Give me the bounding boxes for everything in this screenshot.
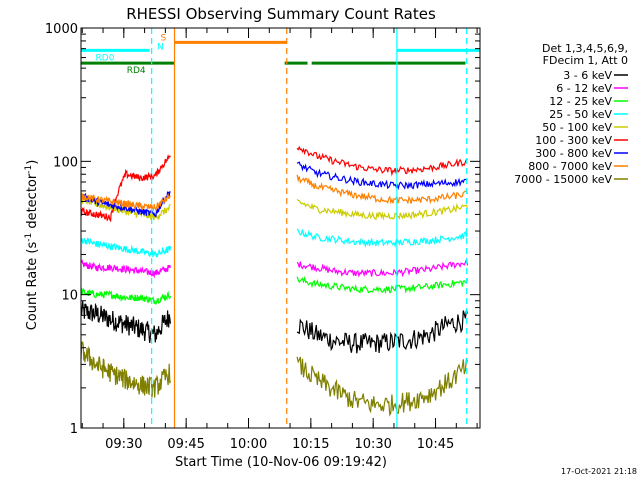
series-800-7000-kev (80, 174, 469, 212)
series-line-first (80, 341, 171, 398)
series-line-second (296, 309, 469, 354)
y-axis-label-main: Count Rate (s (25, 242, 40, 331)
series-line-second (296, 275, 469, 295)
plot-lines (80, 145, 469, 417)
x-tick-label: 09:45 (167, 437, 204, 452)
y-axis-label-mid: detector (25, 173, 40, 233)
y-tick-label: 100 (53, 155, 78, 170)
legend-entry-label: 3 - 6 keV (563, 69, 612, 82)
flag-s-label: S (161, 33, 167, 43)
legend-entry-label: 12 - 25 keV (549, 95, 612, 108)
x-tick-label: 10:30 (354, 437, 391, 452)
svg-text:Count Rate (s-1 detector-1): Count Rate (s-1 detector-1) (24, 160, 40, 331)
series-line-second (296, 174, 469, 205)
footer-timestamp: 17-Oct-2021 21:18 (561, 467, 637, 476)
series-line-first (80, 192, 171, 212)
series-3-6-kev (80, 301, 469, 354)
series-line-first (80, 259, 171, 279)
series-line-second (296, 257, 469, 278)
plot-axes (80, 27, 481, 429)
series-25-50-kev (80, 228, 469, 258)
flag-bars: RD0 RD4 SN (81, 33, 480, 76)
chart-title: RHESSI Observing Summary Count Rates (126, 5, 436, 23)
series-line-first (80, 237, 171, 258)
y-axis-label-sup2: -1 (24, 165, 34, 174)
flag-rd4-label: RD4 (127, 66, 146, 76)
legend-entry-label: 25 - 50 keV (549, 108, 612, 121)
x-tick-label: 09:30 (105, 437, 142, 452)
series-line-first (80, 154, 171, 223)
y-tick-label: 1 (70, 422, 78, 437)
series-7000-15000-kev (80, 341, 469, 417)
legend-entry-label: 7000 - 15000 keV (514, 173, 612, 186)
series-line-first (80, 287, 171, 306)
y-tick-labels: 1 10 100 1000 (45, 22, 78, 437)
series-line-second (296, 198, 469, 221)
flag-rd0-label: RD0 (96, 53, 115, 63)
x-axis-label: Start Time (10-Nov-06 09:19:42) (175, 455, 387, 470)
legend-entry-label: 100 - 300 keV (535, 134, 612, 147)
x-tick-label: 10:45 (417, 437, 454, 452)
series-line-second (296, 228, 469, 249)
x-tick-labels: 09:30 09:45 10:00 10:15 10:30 10:45 (105, 437, 454, 452)
legend-header-line2: FDecim 1, Att 0 (543, 54, 628, 67)
legend-entry-label: 50 - 100 keV (542, 121, 612, 134)
y-axis-label-sup1: -1 (24, 233, 34, 242)
legend-entry-label: 6 - 12 keV (556, 82, 612, 95)
series-6-12-kev (80, 257, 469, 279)
series-line-second (296, 356, 469, 417)
legend: Det 1,3,4,5,6,9, FDecim 1, Att 0 3 - 6 k… (514, 42, 628, 186)
x-tick-label: 10:15 (292, 437, 329, 452)
flag-n-label: N (157, 42, 164, 52)
series-line-second (296, 161, 468, 191)
y-axis-label-end: ) (25, 160, 40, 165)
x-tick-label: 10:00 (230, 437, 267, 452)
series-50-100-kev (80, 195, 469, 221)
series-line-second (296, 145, 468, 177)
y-tick-label: 1000 (45, 22, 78, 37)
series-100-300-kev (80, 145, 468, 223)
mode-change-lines (151, 28, 468, 428)
plot-frame (80, 27, 481, 429)
y-axis-label: Count Rate (s-1 detector-1) (24, 160, 40, 331)
y-tick-label: 10 (61, 289, 78, 304)
legend-entry-label: 300 - 800 keV (535, 147, 612, 160)
legend-header-line1: Det 1,3,4,5,6,9, (542, 42, 628, 55)
series-12-25-kev (80, 275, 469, 306)
legend-entry-label: 800 - 7000 keV (528, 160, 612, 173)
series-line-first (80, 301, 171, 343)
